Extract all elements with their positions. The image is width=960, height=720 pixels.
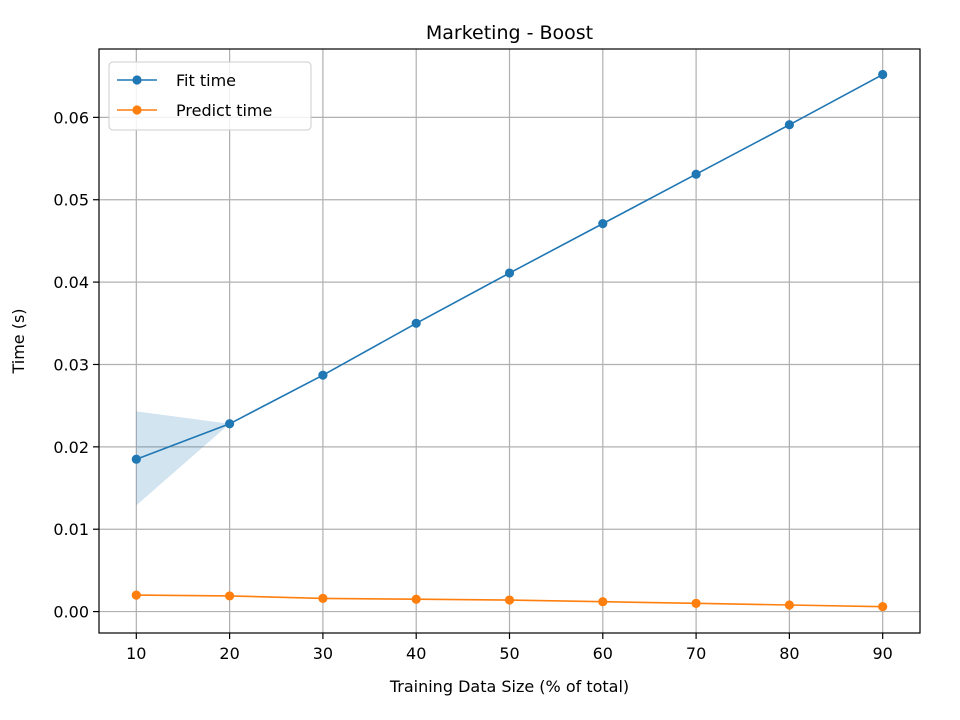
y-tick-label: 0.00	[53, 603, 89, 622]
y-tick-label: 0.05	[53, 191, 89, 210]
data-point	[131, 590, 141, 600]
x-tick-label: 70	[686, 644, 706, 663]
y-tick-label: 0.06	[53, 108, 89, 127]
x-tick-label: 20	[219, 644, 239, 663]
data-point	[598, 597, 608, 607]
data-point	[411, 594, 421, 604]
data-point	[598, 219, 608, 229]
chart-title: Marketing - Boost	[426, 22, 593, 44]
x-tick-label: 50	[499, 644, 519, 663]
data-point	[878, 602, 888, 612]
legend-marker	[132, 75, 142, 85]
y-axis-title: Time (s)	[9, 308, 28, 374]
series-1	[131, 590, 888, 612]
legend: Fit time Predict time	[108, 61, 312, 131]
legend-label: Predict time	[176, 101, 272, 120]
data-point	[318, 593, 328, 604]
series	[131, 69, 888, 612]
data-point	[784, 120, 794, 130]
series-0	[131, 69, 888, 464]
x-tick-label: 10	[126, 644, 146, 663]
data-point	[131, 454, 141, 464]
x-axis-title: Training Data Size (% of total)	[389, 677, 629, 696]
y-tick-label: 0.02	[53, 438, 89, 457]
data-point	[504, 268, 515, 278]
y-tick-label: 0.01	[53, 520, 89, 539]
data-point	[504, 595, 515, 605]
data-point	[411, 318, 421, 328]
data-point	[784, 600, 794, 610]
x-tick-label: 40	[406, 644, 426, 663]
data-point	[691, 598, 701, 608]
grid	[99, 49, 920, 633]
legend-marker	[132, 105, 142, 115]
legend-box	[108, 61, 312, 131]
legend-label: Fit time	[176, 71, 236, 90]
data-point	[225, 419, 235, 429]
y-tick-label: 0.03	[53, 355, 89, 374]
data-point	[225, 591, 235, 601]
data-point	[878, 69, 888, 80]
legend-item: Predict time	[117, 101, 272, 120]
x-tick-label: 30	[313, 644, 333, 663]
legend-item: Fit time	[117, 71, 236, 90]
x-tick-label: 90	[873, 644, 893, 663]
data-point	[318, 370, 328, 380]
x-tick-label: 80	[779, 644, 799, 663]
data-point	[691, 169, 701, 179]
x-tick-label: 60	[593, 644, 613, 663]
axis-ticks: 10 20 30 40 50 60 70 80 90 0.00 0.01 0.02 0.03 0.04 0.…	[53, 108, 892, 663]
y-tick-label: 0.04	[53, 273, 89, 292]
